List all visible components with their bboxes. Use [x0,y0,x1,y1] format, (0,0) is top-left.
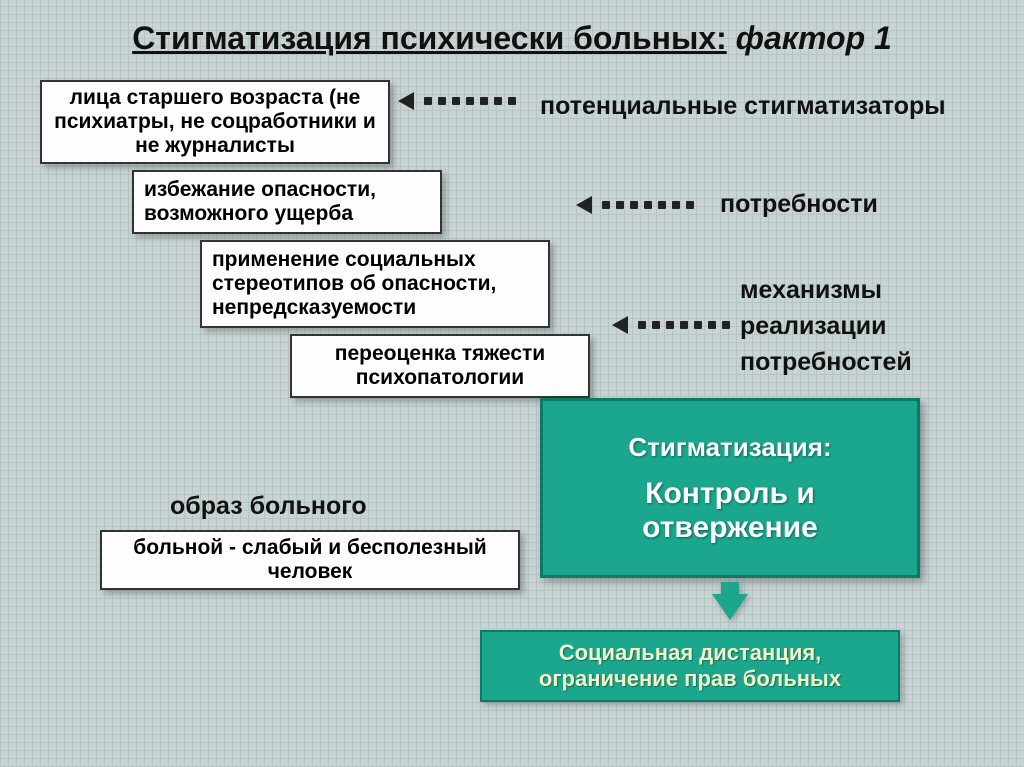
dotted-line [424,97,516,105]
side-label-l1: потенциальные стигматизаторы [540,92,946,121]
side-label-l3c: потребностей [740,348,912,377]
side-label-l4: образ больного [170,492,367,521]
side-label-l3b: реализации [740,312,886,341]
stigmatization-line2: Контроль и отвержение [557,477,903,545]
social-distance-text: Социальная дистанция, ограничение прав б… [492,640,888,692]
flow-box-b3: применение социальных стереотипов об опа… [200,240,550,328]
down-arrow-icon [712,594,748,620]
social-distance-box: Социальная дистанция, ограничение прав б… [480,630,900,702]
flow-box-b4: переоценка тяжести психопатологии [290,334,590,398]
side-label-l2: потребности [720,190,878,219]
title-underlined: Стигматизация психически больных: [132,20,727,56]
dotted-line [638,321,730,329]
arrow-left-icon [612,316,628,334]
page-title: Стигматизация психически больных: фактор… [0,20,1024,57]
arrow-left-icon [398,92,414,110]
title-italic: фактор 1 [727,20,892,56]
flow-box-b5: больной - слабый и бесполезный человек [100,530,520,590]
arrow-left-icon [576,196,592,214]
side-label-l3a: механизмы [740,276,882,305]
flow-box-b2: избежание опасности, возможного ущерба [132,170,442,234]
flow-box-b1: лица старшего возраста (не психиатры, не… [40,80,390,164]
stigmatization-line1: Стигматизация: [557,432,903,463]
dotted-line [602,201,694,209]
stigmatization-main-box: Стигматизация: Контроль и отвержение [540,398,920,578]
